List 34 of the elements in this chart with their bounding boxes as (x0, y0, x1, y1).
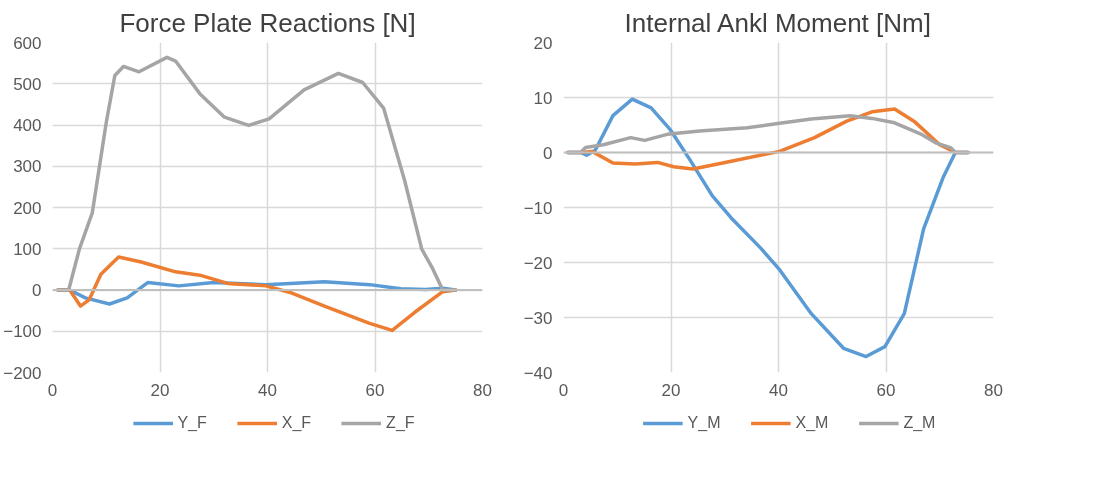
y-tick-label: −100 (3, 322, 42, 342)
x-tick-label: 60 (365, 380, 385, 400)
x-tick-label: 20 (150, 380, 170, 400)
chart-title: Force Plate Reactions [N] (119, 7, 416, 38)
x-tick-label: 60 (876, 380, 896, 400)
x-tick-label: 40 (258, 380, 277, 400)
y-tick-label: −20 (523, 253, 553, 273)
y-tick-label: 500 (13, 74, 42, 94)
y-tick-label: 10 (533, 88, 553, 108)
y-tick-label: 20 (533, 33, 553, 53)
y-tick-label: 0 (543, 143, 553, 163)
x-tick-label: 40 (769, 380, 788, 400)
chart-title: Internal Ankl Moment [Nm] (624, 7, 931, 38)
y-tick-label: 600 (13, 33, 42, 53)
x-tick-label: 20 (661, 380, 681, 400)
legend-label: Z_M (903, 414, 936, 432)
x-tick-label: 0 (558, 380, 569, 400)
x-tick-label: 0 (47, 380, 58, 400)
legend-label: X_F (281, 414, 312, 432)
y-tick-label: −200 (3, 363, 42, 383)
y-tick-label: −10 (523, 198, 553, 218)
y-tick-label: 400 (13, 116, 42, 135)
y-tick-label: 0 (32, 281, 42, 300)
y-tick-label: −30 (523, 308, 553, 328)
legend-label: Z_F (386, 414, 415, 432)
legend-label: Y_F (177, 414, 207, 432)
legend-label: X_M (795, 414, 829, 432)
legend-label: Y_M (687, 414, 721, 432)
x-tick-label: 80 (473, 380, 492, 400)
y-tick-label: 100 (13, 239, 42, 259)
y-tick-label: 300 (13, 157, 42, 177)
y-tick-label: 200 (13, 198, 42, 218)
y-tick-label: −40 (523, 363, 553, 383)
x-tick-label: 80 (984, 380, 1003, 400)
